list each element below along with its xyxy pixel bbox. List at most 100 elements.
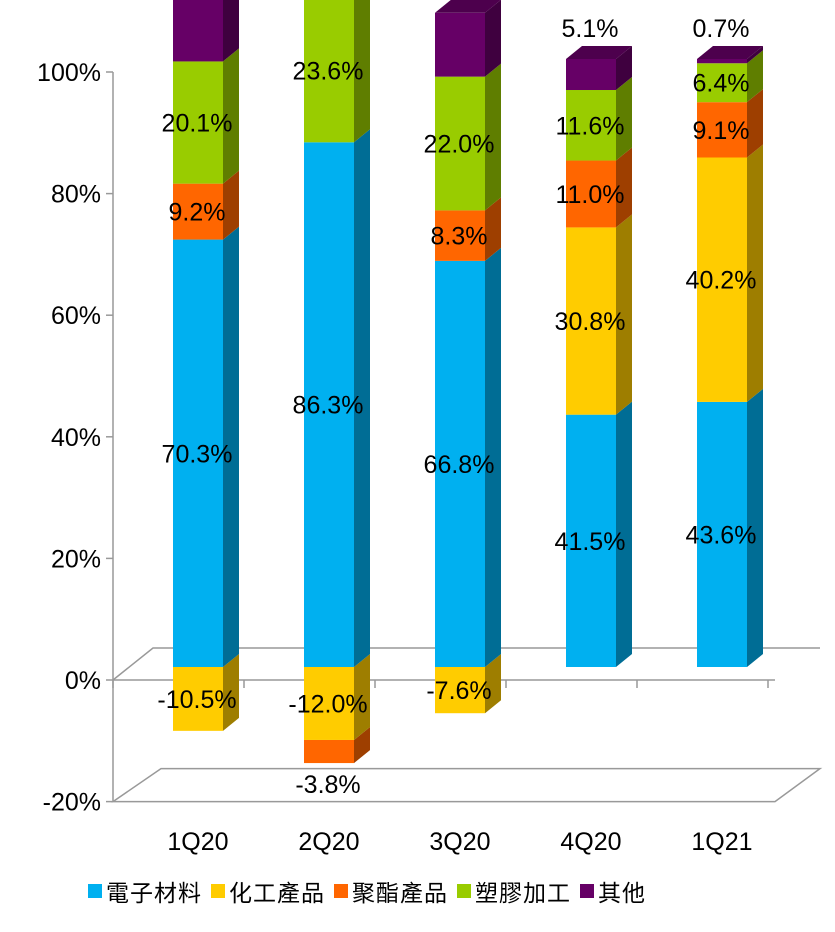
bar-segment-front: [435, 667, 485, 714]
bar-segment: [435, 63, 501, 211]
legend-swatch: [457, 884, 471, 898]
legend-swatch: [334, 884, 348, 898]
bar-segment-side: [616, 214, 632, 415]
bar-segment: [304, 654, 370, 740]
bar-segment-front: [435, 210, 485, 261]
bar-segment-side: [485, 63, 501, 211]
data-label: -7.6%: [426, 677, 491, 705]
bar-segment: [435, 197, 501, 261]
bar-segment-side: [747, 46, 763, 64]
bar-segment-side: [354, 654, 370, 740]
bar-segment-front: [697, 63, 747, 103]
bar-segment-front: [566, 414, 616, 667]
data-label: 9.2%: [169, 199, 226, 227]
bar-segment-side: [223, 226, 239, 668]
data-label: -10.5%: [157, 686, 236, 714]
bar-segment-side: [485, 0, 501, 77]
x-category-label: 3Q20: [429, 828, 490, 856]
legend-label: 聚酯產品: [352, 881, 448, 907]
data-label: -3.8%: [295, 771, 360, 799]
bar-segment: [173, 170, 239, 240]
bar-segment: [435, 0, 501, 77]
bar-segment-side: [223, 48, 239, 184]
bar-segment: [304, 0, 370, 143]
bar-segment-side: [616, 46, 632, 91]
bar-segment: [566, 147, 632, 228]
bar-top-cap: [697, 46, 763, 59]
data-label: 23.6%: [293, 58, 364, 86]
bar-segment-side: [354, 129, 370, 667]
bar-segment-front: [566, 59, 616, 91]
bar-segment-front: [173, 667, 223, 731]
bar-segment-front: [173, 239, 223, 668]
bar-segment-front: [566, 90, 616, 161]
bar-segment: [566, 46, 632, 91]
legend-swatch: [88, 884, 102, 898]
bar-segment-side: [223, 654, 239, 731]
data-label: -12.0%: [288, 690, 367, 718]
data-label: 41.5%: [555, 528, 626, 556]
legend-swatch: [211, 884, 225, 898]
bar-segment: [173, 654, 239, 731]
bar-segment-front: [566, 160, 616, 228]
bar-segment-front: [173, 183, 223, 240]
legend-item: 聚酯產品: [334, 874, 448, 908]
floor-plane: [110, 767, 823, 803]
bar-segment: [304, 129, 370, 667]
bar-segment-side: [616, 77, 632, 161]
bar-segment: [697, 50, 763, 103]
y-tick-label: 60%: [51, 302, 101, 330]
bar-segment-front: [173, 0, 223, 62]
bar-segment-front: [435, 76, 485, 211]
bar-segment: [173, 226, 239, 668]
bar-top-cap: [435, 0, 501, 13]
bar-segment-side: [354, 726, 370, 764]
x-category-label: 4Q20: [560, 828, 621, 856]
data-label: 20.1%: [162, 110, 233, 138]
legend-swatch: [580, 884, 594, 898]
chart-legend: 電子材料 化工產品 聚酯產品 塑膠加工 其他: [88, 873, 655, 909]
bar-segment-front: [697, 59, 747, 64]
bar-segment-side: [747, 144, 763, 402]
bar-segment-side: [485, 247, 501, 667]
legend-item: 其他: [580, 874, 646, 908]
bar-segment-side: [616, 401, 632, 667]
bar-segment: [173, 48, 239, 184]
bar-segment-front: [304, 739, 354, 764]
x-category-label: 1Q21: [691, 828, 752, 856]
y-tick-label: 0%: [65, 667, 101, 695]
bar-segment-front: [697, 157, 747, 402]
data-label: 66.8%: [424, 451, 495, 479]
bar-segment-front: [697, 401, 747, 667]
x-category-label: 2Q20: [298, 828, 359, 856]
data-label: 40.2%: [686, 267, 757, 295]
bar-segment: [566, 77, 632, 161]
data-label: 11.6%: [555, 112, 624, 140]
data-label: 70.3%: [162, 440, 233, 468]
legend-label: 化工產品: [229, 881, 325, 907]
bar-segment-side: [747, 388, 763, 667]
axes: -20% 0% 20% 40% 60% 80% 100%: [37, 59, 823, 817]
data-label: 30.8%: [555, 308, 626, 336]
bar-segment-front: [435, 12, 485, 77]
data-label: 8.3%: [431, 223, 488, 251]
data-label: 9.1%: [693, 117, 750, 145]
bar-segment-front: [173, 61, 223, 184]
bar-segment-front: [304, 667, 354, 740]
y-tick-label: -20%: [43, 789, 101, 817]
legend-item: 塑膠加工: [457, 874, 571, 908]
bar-segment-front: [435, 260, 485, 667]
bar-segment: [435, 654, 501, 714]
bar-segment: [566, 214, 632, 415]
bar-segment: [697, 144, 763, 402]
data-label: 0.7%: [693, 15, 750, 43]
bar-segment-front: [697, 102, 747, 158]
bar-top-cap: [566, 46, 632, 59]
data-label: 86.3%: [293, 392, 364, 420]
data-label: 11.0%: [555, 181, 624, 209]
bar-segment-side: [485, 197, 501, 261]
data-label: 43.6%: [686, 521, 757, 549]
bar-segment-front: [304, 0, 354, 143]
legend-label: 其他: [598, 881, 646, 907]
